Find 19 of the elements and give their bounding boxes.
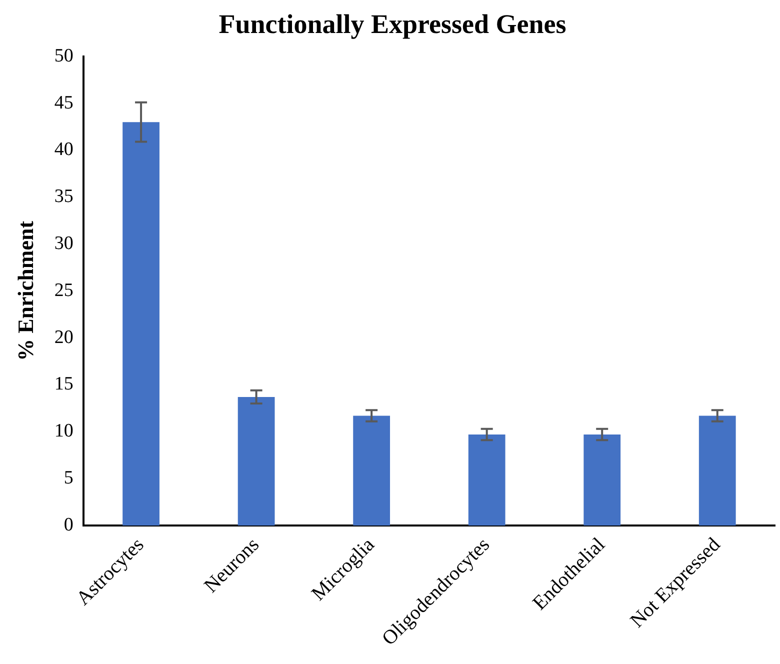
bar <box>698 416 736 526</box>
y-tick-label: 40 <box>54 139 74 160</box>
bar <box>584 434 621 526</box>
bar <box>468 434 506 526</box>
bar <box>238 396 275 526</box>
y-tick-label: 15 <box>54 374 74 395</box>
y-axis-title: % Enrichment <box>12 220 38 361</box>
y-tick-label: 10 <box>54 420 74 442</box>
y-tick-label: 35 <box>54 186 74 208</box>
y-tick-label: 45 <box>54 92 74 114</box>
y-tick-label: 30 <box>54 233 74 254</box>
y-tick-label: 20 <box>54 326 74 348</box>
chart-title: Functionally Expressed Genes <box>218 9 566 40</box>
y-tick-label: 25 <box>54 280 74 301</box>
y-tick-label: 0 <box>64 514 74 536</box>
bar <box>122 122 160 526</box>
bar <box>353 416 390 526</box>
y-tick-label: 5 <box>64 468 74 489</box>
y-tick-label: 50 <box>54 45 74 66</box>
